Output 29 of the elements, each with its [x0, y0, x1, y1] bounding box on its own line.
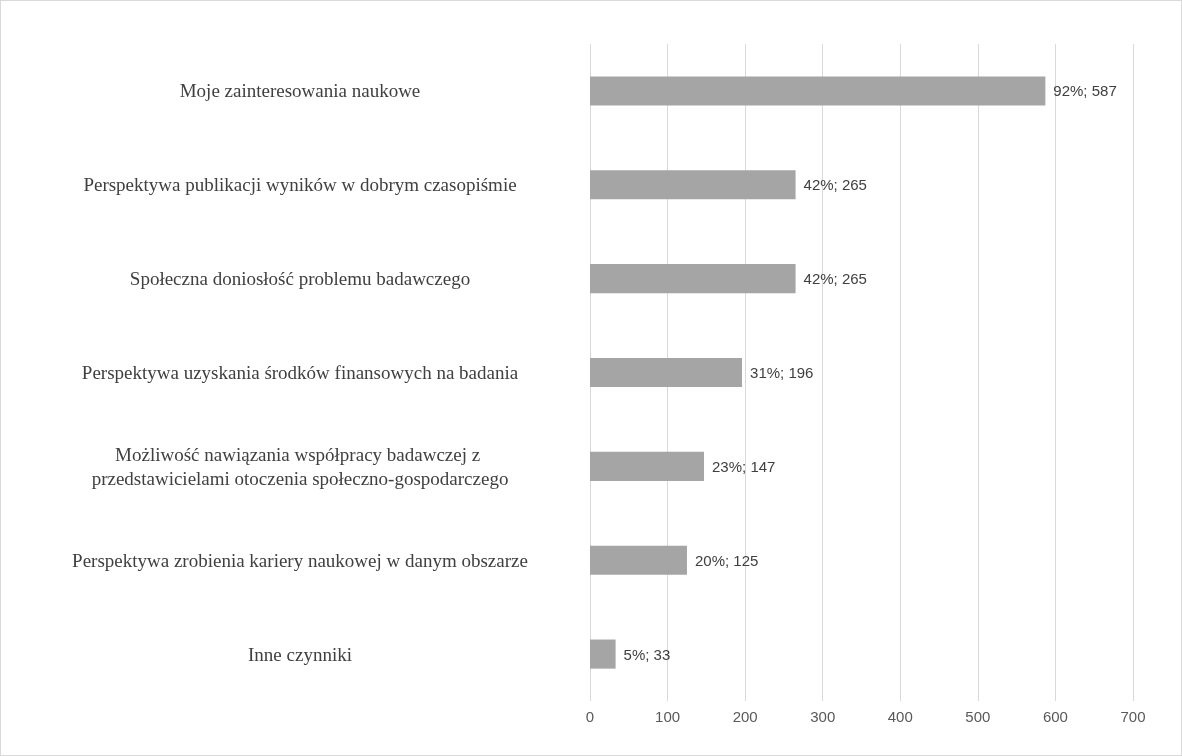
bar: [590, 451, 705, 481]
y-tick-label: Perspektywa zrobienia kariery naukowej w danym obszarze: [72, 549, 528, 571]
bar: [590, 264, 796, 294]
bar: [590, 357, 743, 388]
data-label: 92%; 587: [1053, 82, 1117, 100]
y-tick-label: Perspektywa uzyskania środków finansowych na badania: [81, 362, 519, 383]
y-tick-label: Moje zainteresowania naukowe: [179, 80, 421, 102]
data-label: 31%; 196: [750, 364, 814, 381]
y-tick-label: Możliwość nawiązania współpracy badawczej z przedstawicielami otoczenia społeczno-gospodarczego: [91, 443, 509, 489]
data-label: 20%; 125: [694, 551, 759, 569]
y-tick-label: Społeczna doniosłość problemu badawczego: [129, 268, 471, 290]
data-label: 42%; 265: [803, 176, 867, 194]
bar: [590, 545, 687, 575]
bar: [590, 76, 1046, 106]
x-tick-label: 200: [732, 708, 758, 725]
x-tick-label: 100: [655, 708, 681, 725]
x-tick-label: 300: [810, 708, 836, 725]
x-tick-label: 400: [887, 708, 913, 725]
bar: [590, 639, 616, 669]
x-tick-label: 700: [1120, 708, 1146, 725]
y-tick-label: Inne czynniki: [248, 643, 352, 665]
bar: [590, 170, 796, 200]
data-label: 5%; 33: [623, 645, 671, 663]
x-tick-label: 600: [1042, 708, 1068, 725]
x-tick-label: 500: [965, 708, 991, 725]
data-label: 23%; 147: [712, 457, 776, 475]
x-tick-label: 0: [585, 708, 595, 725]
y-tick-label: Perspektywa publikacji wyników w dobrym czasopiśmie: [83, 174, 517, 196]
data-label: 42%; 265: [803, 270, 867, 288]
